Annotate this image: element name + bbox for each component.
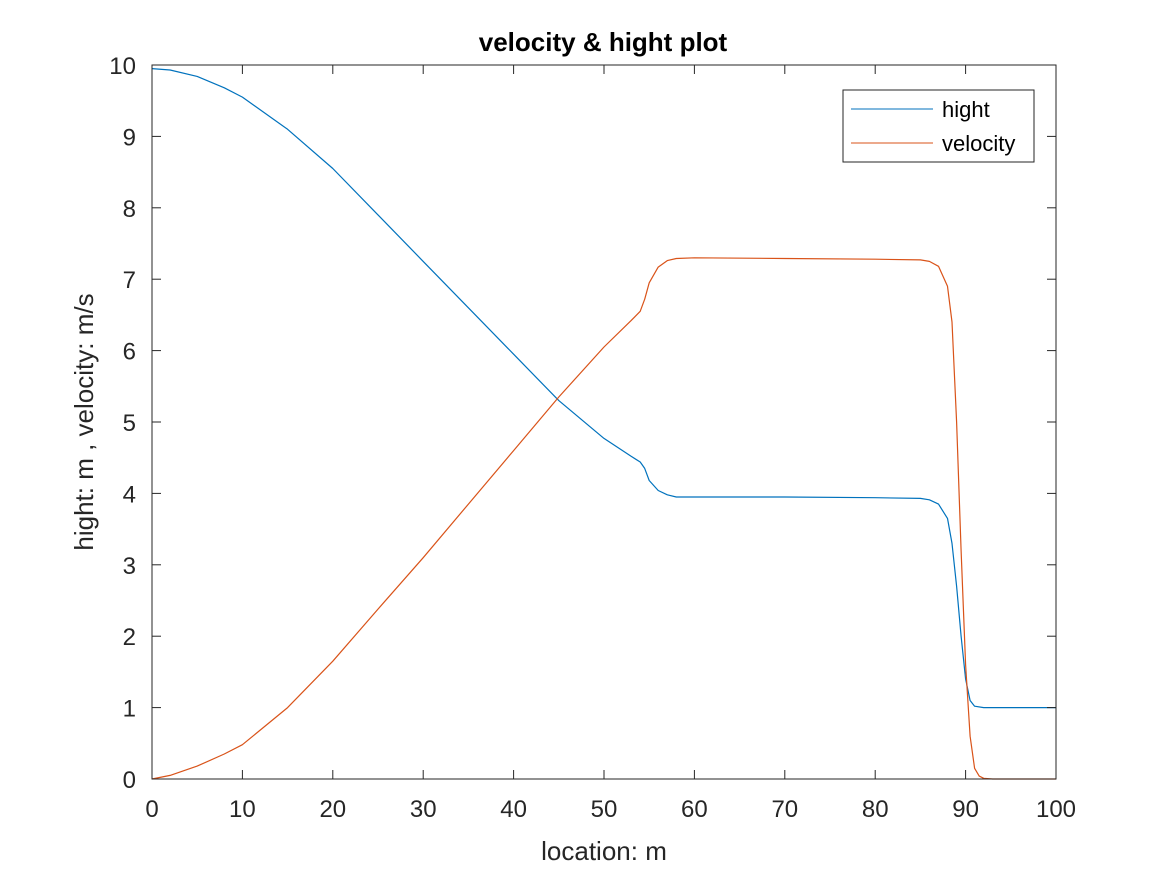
y-tick-label: 9	[123, 124, 136, 151]
x-tick-label: 40	[500, 796, 527, 823]
y-axis-label: hight: m , velocity: m/s	[69, 293, 99, 550]
y-tick-label: 10	[109, 53, 136, 80]
y-tick-label: 4	[123, 481, 136, 508]
x-axis-label: location: m	[541, 836, 667, 866]
y-tick-label: 7	[123, 267, 136, 294]
x-tick-label: 50	[591, 796, 618, 823]
y-tick-label: 3	[123, 553, 136, 580]
y-tick-label: 1	[123, 696, 136, 723]
x-tick-label: 0	[145, 796, 158, 823]
x-tick-label: 80	[862, 796, 889, 823]
chart-title: velocity & hight plot	[479, 27, 728, 57]
x-tick-label: 100	[1036, 796, 1076, 823]
ticks-layer: 0 10 20 30 40 50 60 70 80 90 100 0 1 2 3 4 5 6 7 8 9 10	[109, 53, 1076, 823]
y-tick-label: 2	[123, 624, 136, 651]
series-line-velocity	[151, 257, 1056, 780]
legend: hight velocity	[842, 89, 1035, 163]
series-line-hight	[151, 68, 1056, 709]
legend-label-hight: hight	[942, 97, 990, 122]
y-tick-label: 6	[123, 339, 136, 366]
x-tick-label: 60	[681, 796, 708, 823]
y-tick-label: 0	[123, 767, 136, 794]
y-tick-label: 8	[123, 196, 136, 223]
x-tick-label: 10	[229, 796, 256, 823]
legend-box	[842, 89, 1035, 163]
x-tick-label: 90	[952, 796, 979, 823]
x-tick-label: 30	[410, 796, 437, 823]
x-tick-label: 70	[771, 796, 798, 823]
x-tick-label: 20	[319, 796, 346, 823]
y-tick-label: 5	[123, 410, 136, 437]
series-layer	[151, 68, 1056, 780]
legend-label-velocity: velocity	[942, 131, 1015, 156]
plot-area	[152, 65, 1056, 779]
